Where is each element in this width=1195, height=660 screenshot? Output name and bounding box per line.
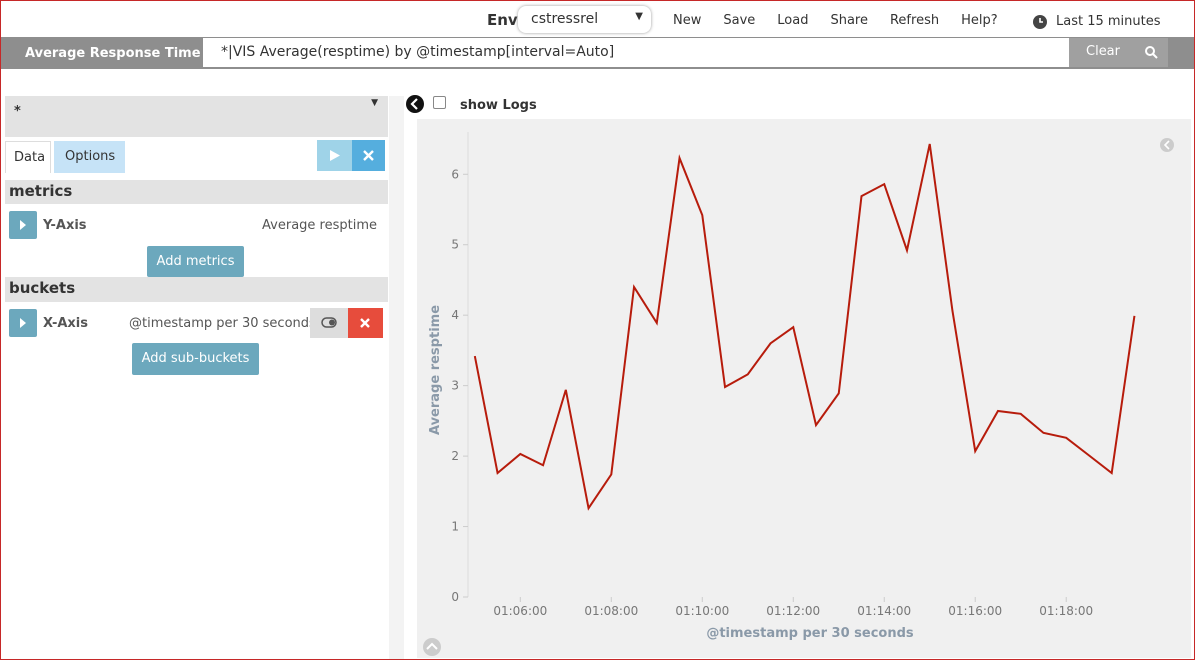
y-axis-label: Average resptime: [428, 305, 443, 435]
dropdown-caret: ▼: [635, 11, 643, 22]
tab[interactable]: Data: [5, 141, 51, 173]
discard-button[interactable]: [352, 140, 385, 171]
y-tick-label: 0: [451, 590, 459, 604]
menu-item[interactable]: New: [673, 13, 702, 28]
show-logs-checkbox[interactable]: [433, 96, 446, 109]
tab[interactable]: Options: [54, 141, 125, 173]
agg-value: Average resptime: [262, 218, 377, 233]
clear-button[interactable]: Clear: [1086, 44, 1120, 59]
collapse-icon[interactable]: [405, 94, 427, 116]
y-tick-label: 6: [451, 167, 459, 181]
menu-item[interactable]: Load: [777, 13, 809, 28]
time-range[interactable]: Last 15 minutes: [1056, 14, 1161, 29]
agg-name: X-Axis: [43, 316, 88, 331]
legend-toggle[interactable]: [1160, 138, 1174, 152]
x-tick-label: 01:16:00: [948, 604, 1002, 618]
x-tick-label: 01:08:00: [584, 604, 638, 618]
play-icon: [330, 150, 340, 161]
env-label: Env: [487, 11, 518, 29]
menu-item[interactable]: Help?: [961, 13, 998, 28]
series-line: [473, 143, 1136, 511]
add-buckets-button[interactable]: Add sub-buckets: [132, 343, 259, 375]
index-caret[interactable]: ▼: [371, 98, 378, 108]
y-tick-label: 4: [451, 308, 459, 322]
x-tick-label: 01:10:00: [675, 604, 729, 618]
menu-item[interactable]: Refresh: [889, 13, 940, 28]
menu-item[interactable]: Save: [723, 13, 756, 28]
remove-button[interactable]: [348, 308, 383, 338]
buckets-header: buckets: [5, 277, 388, 302]
chart: Average resptime @timestamp per 30 secon…: [417, 119, 1191, 658]
apply-button[interactable]: [317, 140, 352, 171]
index-header: * ▼: [5, 96, 388, 137]
search-icon[interactable]: [1144, 45, 1158, 59]
query-input[interactable]: *|VIS Average(resptime) by @timestamp[in…: [203, 38, 1069, 67]
x-tick-label: 01:18:00: [1039, 604, 1093, 618]
y-tick-label: 3: [451, 379, 459, 393]
spy-toggle-arrow: [426, 642, 438, 650]
show-logs-label: show Logs: [460, 98, 537, 113]
x-tick-label: 01:14:00: [857, 604, 911, 618]
agg-value: @timestamp per 30 seconds: [129, 316, 316, 331]
expand-button[interactable]: [9, 309, 37, 337]
agg-name: Y-Axis: [43, 218, 87, 233]
clear-area: Clear: [1069, 38, 1168, 67]
y-tick-label: 2: [451, 449, 459, 463]
x-axis-label: @timestamp per 30 seconds: [706, 626, 914, 641]
add-metrics-button[interactable]: Add metrics: [147, 246, 244, 277]
metrics-header: metrics: [5, 180, 388, 204]
x-icon: [360, 318, 370, 328]
legend-toggle-arrow: [1163, 140, 1170, 150]
x-tick-label: 01:06:00: [493, 604, 547, 618]
expand-button[interactable]: [9, 211, 37, 239]
menu: New Save Load Share Refresh Help?: [673, 13, 1020, 28]
x-icon: [363, 150, 374, 161]
toggle-button[interactable]: [310, 308, 348, 338]
menu-item[interactable]: Share: [830, 13, 868, 28]
clock-icon: [1033, 15, 1047, 29]
toggle-icon: [321, 317, 337, 328]
env-select[interactable]: cstressrel ▼: [518, 6, 651, 33]
env-value: cstressrel: [531, 11, 599, 27]
x-tick-label: 01:12:00: [766, 604, 820, 618]
query-text: *|VIS Average(resptime) by @timestamp[in…: [221, 44, 615, 60]
index-pattern: *: [14, 104, 21, 119]
spy-toggle[interactable]: [423, 638, 441, 656]
scrollbar[interactable]: [389, 96, 404, 659]
y-tick-label: 1: [451, 520, 459, 534]
y-tick-label: 5: [451, 238, 459, 252]
vis-title: Average Response Time: [25, 46, 201, 61]
